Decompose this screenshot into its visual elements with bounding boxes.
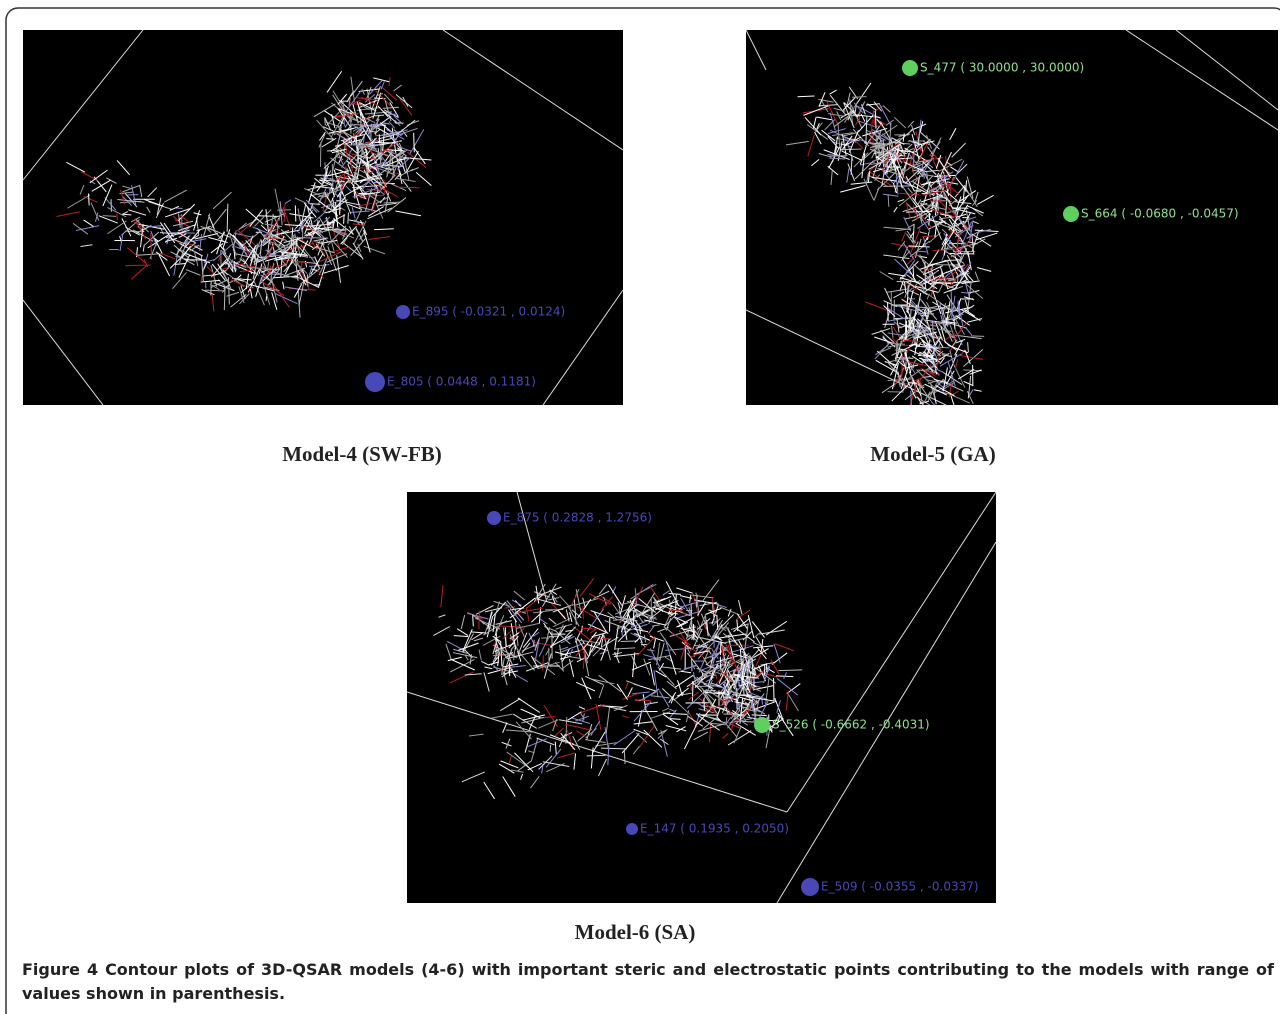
bond	[914, 191, 922, 192]
panel-label: Model-4 (SW-FB)	[282, 442, 442, 466]
bond	[326, 139, 334, 140]
bond	[587, 755, 606, 756]
point-sphere	[754, 717, 770, 733]
caption-label: Figure 4	[22, 960, 98, 979]
bond	[550, 745, 551, 752]
point-sphere	[902, 60, 918, 76]
bond	[176, 208, 183, 209]
bond	[331, 202, 332, 212]
panel-background	[407, 492, 996, 903]
point-label: E_875 ( 0.2828 , 1.2756)	[503, 511, 652, 525]
figure: E_895 ( -0.0321 , 0.0124) E_805 ( 0.0448 …	[0, 0, 1280, 1014]
point-sphere	[626, 823, 638, 835]
point-label: E_895 ( -0.0321 , 0.0124)	[412, 305, 565, 319]
bond	[944, 260, 961, 261]
bond	[371, 124, 372, 141]
point-label: E_805 ( 0.0448 , 0.1181)	[387, 375, 536, 389]
bond	[917, 251, 927, 252]
bond	[692, 681, 693, 702]
bond	[122, 214, 131, 215]
point-sphere	[801, 878, 819, 896]
panel-image: S_477 ( 30.0000 , 30.0000) S_664 ( -0.068…	[746, 30, 1278, 419]
bond	[340, 194, 341, 215]
bond	[381, 140, 382, 163]
bond	[227, 204, 228, 232]
bond	[348, 213, 349, 224]
point-sphere	[1063, 206, 1079, 222]
panel-label: Model-6 (SA)	[575, 920, 696, 944]
bond	[875, 111, 876, 129]
bond	[888, 302, 889, 321]
point-sphere	[396, 305, 410, 319]
panel-image: E_875 ( 0.2828 , 1.2756) S_526 ( -0.6662 …	[407, 492, 996, 903]
bond	[913, 267, 914, 278]
bond	[704, 698, 705, 710]
caption-text: Contour plots of 3D-QSAR models (4-6) wi…	[22, 960, 1274, 1003]
panel-image: E_895 ( -0.0321 , 0.0124) E_805 ( 0.0448 …	[23, 30, 623, 405]
bond	[309, 257, 315, 258]
bond	[88, 193, 89, 205]
bond	[117, 214, 118, 220]
point-label: E_147 ( 0.1935 , 0.2050)	[640, 822, 789, 836]
bond	[307, 274, 308, 287]
point-label: S_664 ( -0.0680 , -0.0457)	[1081, 207, 1239, 221]
bond	[909, 383, 915, 384]
panel-label: Model-5 (GA)	[870, 442, 995, 466]
point-label: S_526 ( -0.6662 , -0.4031)	[772, 718, 930, 732]
bond	[888, 194, 889, 207]
bond	[325, 118, 326, 125]
panel-background	[23, 30, 623, 405]
point-label: S_477 ( 30.0000 , 30.0000)	[920, 61, 1084, 75]
bond	[414, 133, 415, 153]
bond	[372, 142, 396, 143]
bond	[582, 626, 583, 633]
caption: Figure 4 Contour plots of 3D-QSAR models…	[22, 958, 1274, 1006]
point-label: E_509 ( -0.0355 , -0.0337)	[821, 880, 979, 894]
figure-canvas: E_895 ( -0.0321 , 0.0124) E_805 ( 0.0448 …	[0, 0, 1280, 1014]
bond	[852, 97, 867, 98]
point-sphere	[365, 372, 385, 392]
bond	[691, 684, 692, 691]
bond	[224, 288, 225, 310]
bond	[293, 235, 294, 258]
point-sphere	[487, 511, 501, 525]
bond	[479, 611, 480, 629]
bond	[919, 325, 920, 337]
bond	[473, 615, 474, 627]
